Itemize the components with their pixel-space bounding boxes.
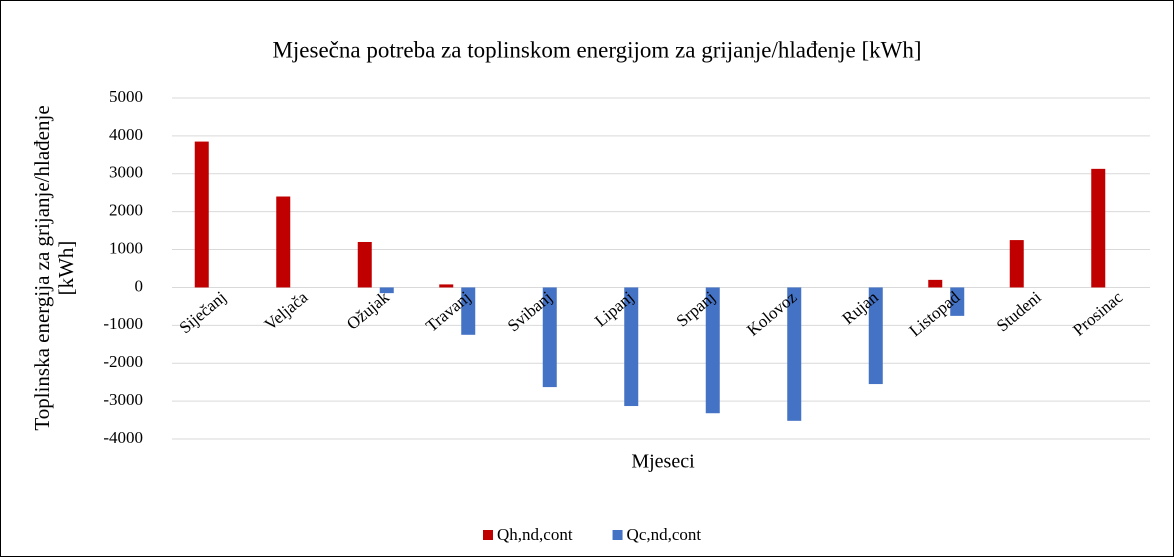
y-tick-label: 5000 (109, 87, 143, 106)
bar (928, 279, 943, 288)
bar (1091, 168, 1106, 288)
y-tick-label: 2000 (109, 201, 143, 220)
chart-title: Mjesečna potreba za toplinskom energijom… (272, 37, 921, 62)
legend-label: Qh,nd,cont (497, 525, 573, 544)
y-tick-label: 3000 (109, 163, 143, 182)
bar (705, 287, 720, 414)
y-tick-label: 1000 (109, 238, 143, 257)
bar (461, 287, 476, 335)
y-tick-label: -2000 (103, 352, 143, 371)
y-tick-label: -3000 (103, 390, 143, 409)
bar (624, 287, 639, 407)
bar (868, 287, 883, 385)
bar (439, 284, 454, 288)
bar (1009, 240, 1024, 288)
y-tick-label: 0 (135, 276, 144, 295)
y-axis-title: [kWh] (54, 241, 78, 296)
y-tick-label: -1000 (103, 314, 143, 333)
legend-swatch (483, 530, 493, 540)
y-tick-label: 4000 (109, 125, 143, 144)
x-axis-title: Mjeseci (631, 451, 695, 473)
bar (276, 196, 291, 288)
bar (787, 287, 802, 421)
bar (379, 287, 394, 294)
bar (194, 141, 209, 288)
legend-label: Qc,nd,cont (627, 525, 702, 544)
legend-swatch (612, 530, 623, 540)
bar (950, 287, 965, 316)
y-tick-label: -4000 (103, 428, 143, 447)
y-axis-title: Toplinska energija za grijanje/hlađenje (30, 105, 54, 430)
bar (357, 241, 372, 288)
bar (542, 287, 557, 388)
